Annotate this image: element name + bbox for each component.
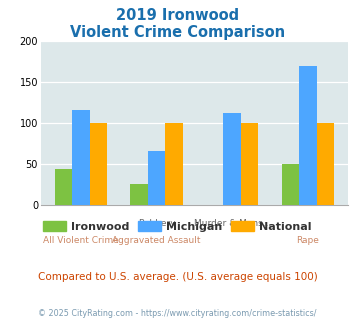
Text: Violent Crime Comparison: Violent Crime Comparison xyxy=(70,25,285,40)
Text: All Violent Crime: All Violent Crime xyxy=(43,236,119,245)
Bar xyxy=(224,113,241,205)
Bar xyxy=(148,151,165,205)
Text: Rape: Rape xyxy=(296,236,319,245)
Bar xyxy=(55,169,72,205)
Text: Murder & Mans...: Murder & Mans... xyxy=(193,219,271,228)
Text: 2019 Ironwood: 2019 Ironwood xyxy=(116,8,239,23)
Bar xyxy=(299,66,317,205)
Text: Robbery: Robbery xyxy=(138,219,175,228)
Legend: Ironwood, Michigan, National: Ironwood, Michigan, National xyxy=(39,217,316,236)
Bar xyxy=(72,110,89,205)
Bar xyxy=(317,123,334,205)
Bar xyxy=(165,123,182,205)
Text: Compared to U.S. average. (U.S. average equals 100): Compared to U.S. average. (U.S. average … xyxy=(38,272,317,282)
Text: Aggravated Assault: Aggravated Assault xyxy=(112,236,201,245)
Bar xyxy=(130,184,148,205)
Bar xyxy=(282,164,299,205)
Bar xyxy=(89,123,107,205)
Text: © 2025 CityRating.com - https://www.cityrating.com/crime-statistics/: © 2025 CityRating.com - https://www.city… xyxy=(38,309,317,317)
Bar xyxy=(241,123,258,205)
